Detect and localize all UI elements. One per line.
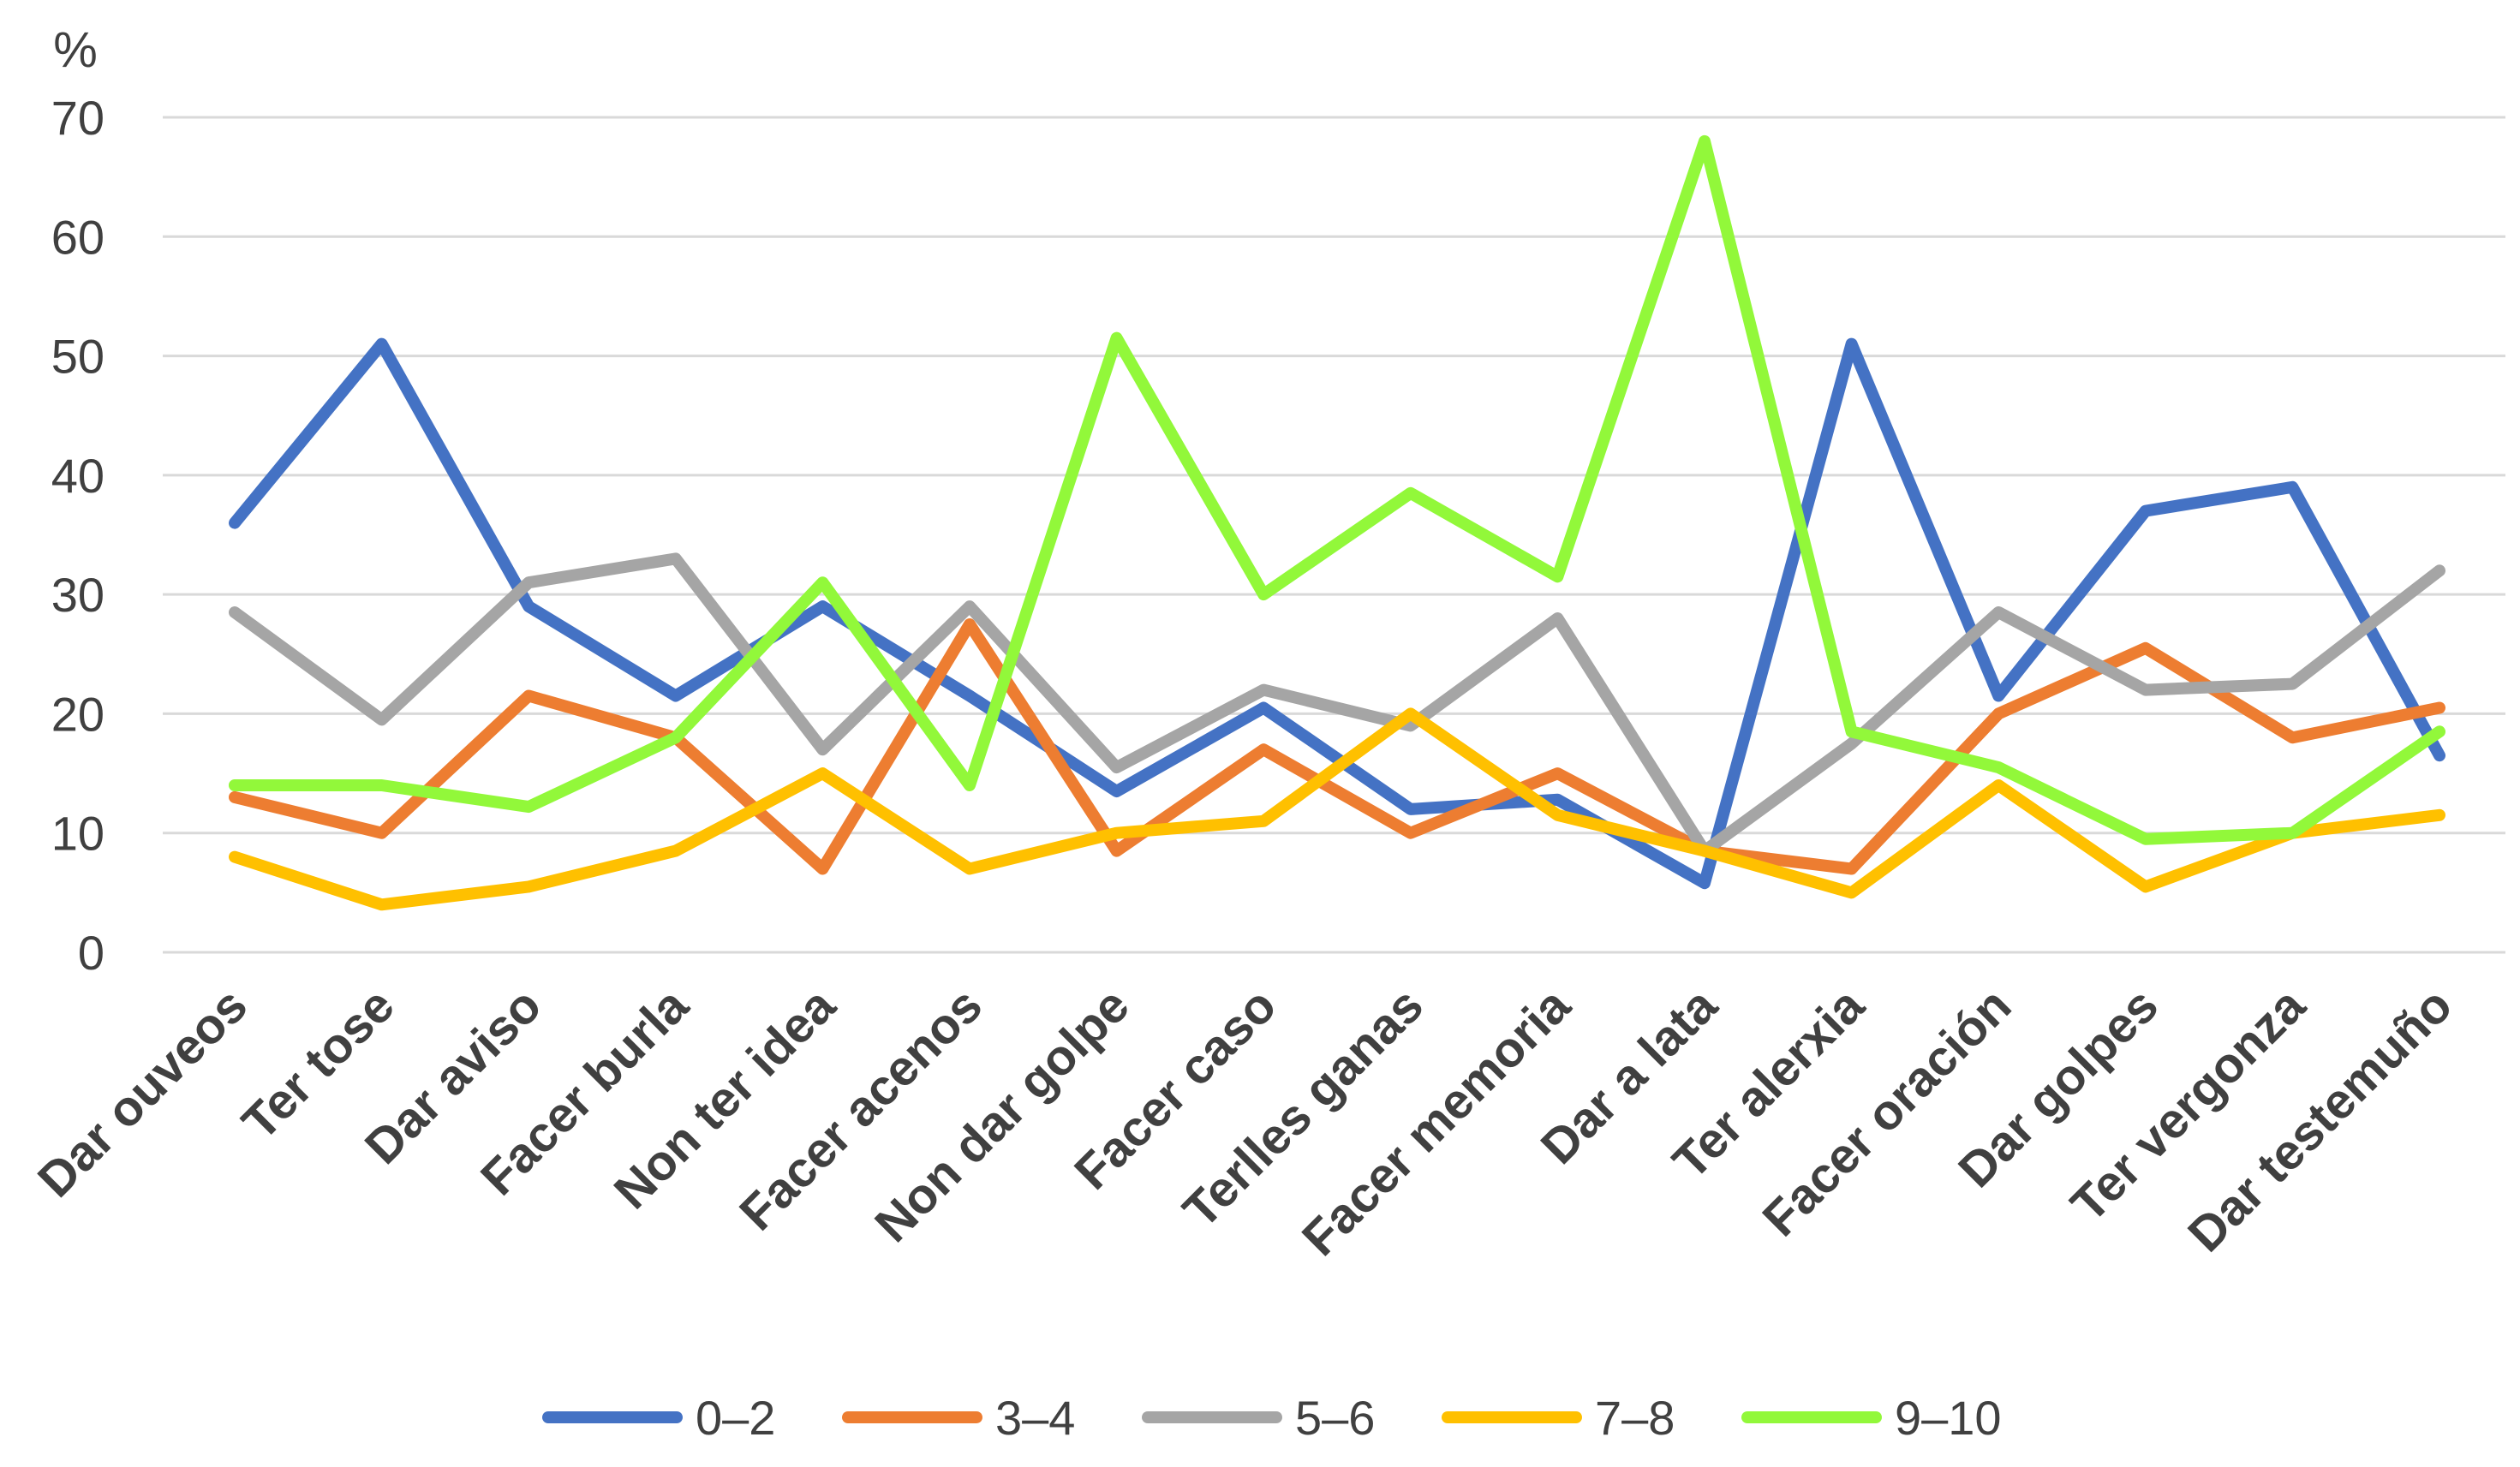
y-tick-label: 0 xyxy=(78,926,105,980)
legend-label: 3–4 xyxy=(995,1391,1075,1445)
x-category-label: Facer oración xyxy=(1752,977,2021,1247)
series-line-3 xyxy=(229,552,2445,857)
y-axis: % 0 10 20 30 40 50 60 70 xyxy=(51,22,105,980)
y-tick-label: 70 xyxy=(51,91,105,145)
y-tick-label: 50 xyxy=(51,330,105,384)
y-tick-label: 40 xyxy=(51,449,105,503)
legend-label: 5–6 xyxy=(1295,1391,1375,1445)
series-line-1 xyxy=(229,337,2445,890)
x-category-label: Dar testemuño xyxy=(2177,977,2463,1262)
y-tick-label: 10 xyxy=(51,807,105,861)
x-category-label: Dar ouveos xyxy=(27,977,258,1208)
x-category-label: Non dar golpe xyxy=(864,977,1140,1253)
x-category-label: Facer memoria xyxy=(1292,977,1581,1267)
series-line-5 xyxy=(229,134,2445,845)
y-tick-label: 20 xyxy=(51,687,105,741)
y-tick-label: 30 xyxy=(51,568,105,622)
legend-label: 7–8 xyxy=(1595,1391,1675,1445)
series-lines xyxy=(229,134,2445,911)
series-line-4 xyxy=(229,707,2445,911)
series-line-2 xyxy=(229,618,2445,875)
y-tick-label: 60 xyxy=(51,210,105,264)
legend: 0–2 3–4 5–6 7–8 9–10 xyxy=(542,1391,2002,1445)
legend-label: 0–2 xyxy=(696,1391,775,1445)
gridlines xyxy=(163,116,2505,954)
y-axis-unit-label: % xyxy=(53,22,98,78)
legend-label: 9–10 xyxy=(1895,1391,2002,1445)
